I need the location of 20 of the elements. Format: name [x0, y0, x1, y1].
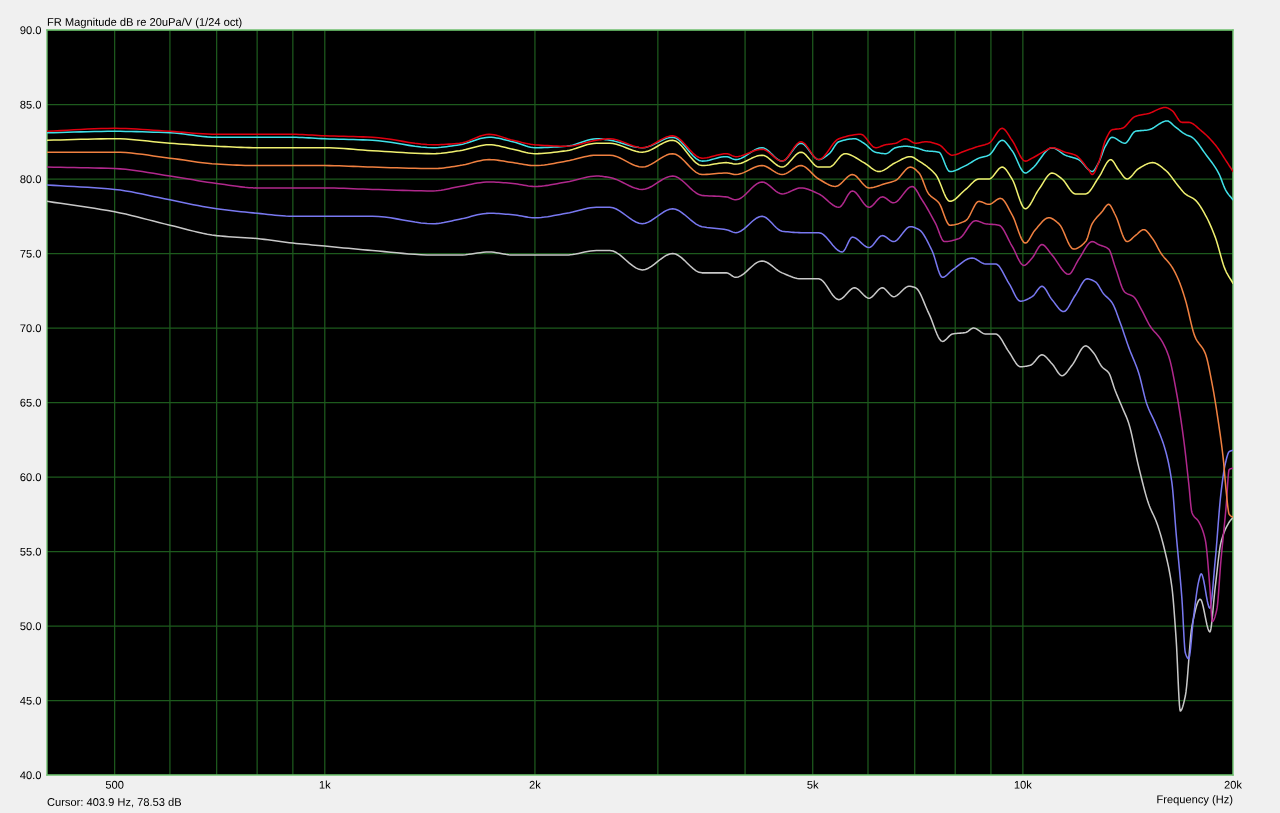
x-axis-title: Frequency (Hz): [1157, 795, 1233, 806]
y-tick-label: 85.0: [20, 100, 42, 109]
y-tick-label: 40.0: [20, 771, 42, 780]
y-tick-label: 65.0: [20, 398, 42, 407]
y-tick-label: 60.0: [20, 473, 42, 482]
x-tick-label: 1k: [319, 780, 331, 789]
x-tick-label: 20k: [1224, 780, 1242, 789]
x-tick-label: 10k: [1014, 780, 1032, 789]
y-tick-label: 75.0: [20, 249, 42, 258]
x-tick-label: 500: [105, 780, 124, 789]
y-tick-label: 50.0: [20, 622, 42, 631]
y-tick-label: 80.0: [20, 175, 42, 184]
y-tick-label: 90.0: [20, 26, 42, 35]
x-tick-label: 2k: [529, 780, 541, 789]
chart-title: FR Magnitude dB re 20uPa/V (1/24 oct): [47, 17, 242, 29]
y-tick-label: 45.0: [20, 696, 42, 705]
text: Cursor: 403.9 Hz, 78.53 dB: [47, 797, 182, 808]
y-tick-label: 70.0: [20, 324, 42, 333]
x-tick-label: 5k: [807, 780, 819, 789]
y-tick-label: 55.0: [20, 547, 42, 556]
